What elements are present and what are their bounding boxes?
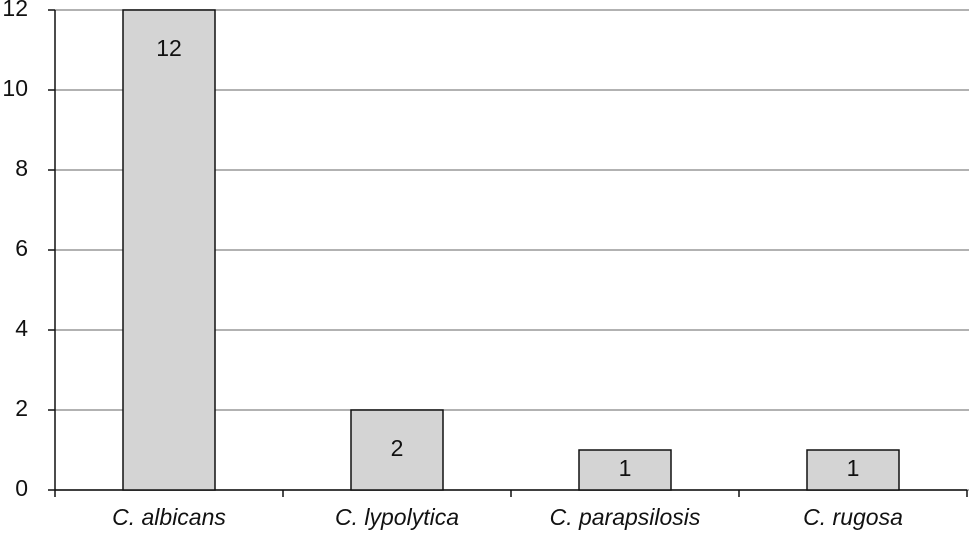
y-tick-label: 4 (15, 315, 28, 341)
y-tick-label: 12 (2, 0, 28, 21)
bar (806, 449, 900, 491)
x-tick-label: C. parapsilosis (550, 504, 701, 530)
bar (578, 449, 672, 491)
y-tick-label: 0 (15, 475, 28, 501)
y-tick-label: 10 (2, 75, 28, 101)
bar (122, 9, 216, 491)
data-label: 1 (847, 455, 860, 481)
data-label: 1 (619, 455, 632, 481)
x-tick-label: C. albicans (112, 504, 226, 530)
y-tick-label: 2 (15, 395, 28, 421)
x-tick-label: C. lypolytica (335, 504, 459, 530)
y-tick-label: 8 (15, 155, 28, 181)
bar (350, 409, 444, 491)
x-tick-label: C. rugosa (803, 504, 903, 530)
data-label: 12 (156, 35, 182, 61)
data-label: 2 (391, 435, 404, 461)
y-tick-label: 6 (15, 235, 28, 261)
